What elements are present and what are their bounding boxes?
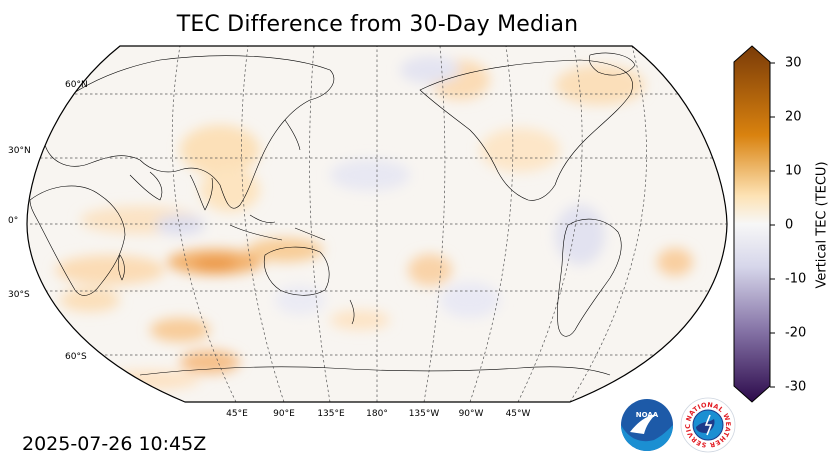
coast-south-america	[557, 218, 622, 337]
colorbar-bar	[733, 45, 771, 403]
colorbar	[733, 45, 775, 403]
noaa-logo-text: NOAA	[636, 411, 659, 419]
meridian-135w	[423, 46, 446, 402]
coast-greenland	[588, 52, 636, 76]
colorbar-tick-label: 10	[785, 163, 802, 179]
coast-antarctica	[139, 366, 611, 376]
lat-label-30s: 30°S	[8, 290, 30, 300]
lat-label-60n: 60°N	[65, 80, 88, 90]
tec-anomaly-field	[55, 56, 693, 390]
coast-madagascar	[117, 254, 125, 281]
colorbar-tick-label: -10	[785, 271, 807, 287]
coast-indonesia	[229, 214, 326, 241]
coast-africa	[29, 185, 126, 296]
meridian-135e	[309, 46, 331, 402]
colorbar-tick-label: -20	[785, 325, 807, 341]
lat-label-equator: 0°	[8, 216, 19, 226]
coast-north-america	[419, 59, 633, 201]
coastlines	[29, 52, 636, 376]
globe-outline	[26, 45, 728, 403]
colorbar-tick-label: 30	[785, 55, 802, 71]
colorbar-label: Vertical TEC (TECU)	[814, 161, 830, 289]
lat-label-30n: 30°N	[8, 146, 31, 156]
meridian-45e	[171, 46, 237, 402]
lon-label-45e: 45°E	[226, 409, 248, 419]
lon-label-135e: 135°E	[317, 409, 345, 419]
coast-new-zealand	[349, 299, 355, 325]
colorbar-tick-label: 0	[785, 217, 794, 233]
graticule	[27, 46, 727, 402]
timestamp: 2025-07-26 10:45Z	[22, 433, 207, 455]
coast-india	[189, 174, 213, 211]
map-title: TEC Difference from 30-Day Median	[176, 12, 579, 37]
coast-arabia	[129, 171, 163, 201]
meridian-45w	[517, 46, 583, 402]
coast-japan	[284, 119, 301, 151]
lon-label-90w: 90°W	[458, 409, 484, 419]
lon-label-135w: 135°W	[408, 409, 440, 419]
meridian-90e	[241, 46, 285, 402]
colorbar-tick-label: 20	[785, 109, 802, 125]
lon-label-90e: 90°E	[273, 409, 295, 419]
nws-logo-icon: NATIONAL WEATHER SERVICE	[680, 397, 736, 453]
colorbar-ticks	[770, 62, 775, 388]
lon-label-180: 180°	[366, 409, 388, 419]
colorbar-tick-label: -30	[785, 379, 807, 395]
coast-europe-asia	[38, 55, 335, 209]
noaa-logo-icon: NOAA	[621, 399, 673, 451]
lon-label-45w: 45°W	[505, 409, 531, 419]
lat-label-60s: 60°S	[65, 352, 87, 362]
coast-australia	[263, 246, 330, 296]
